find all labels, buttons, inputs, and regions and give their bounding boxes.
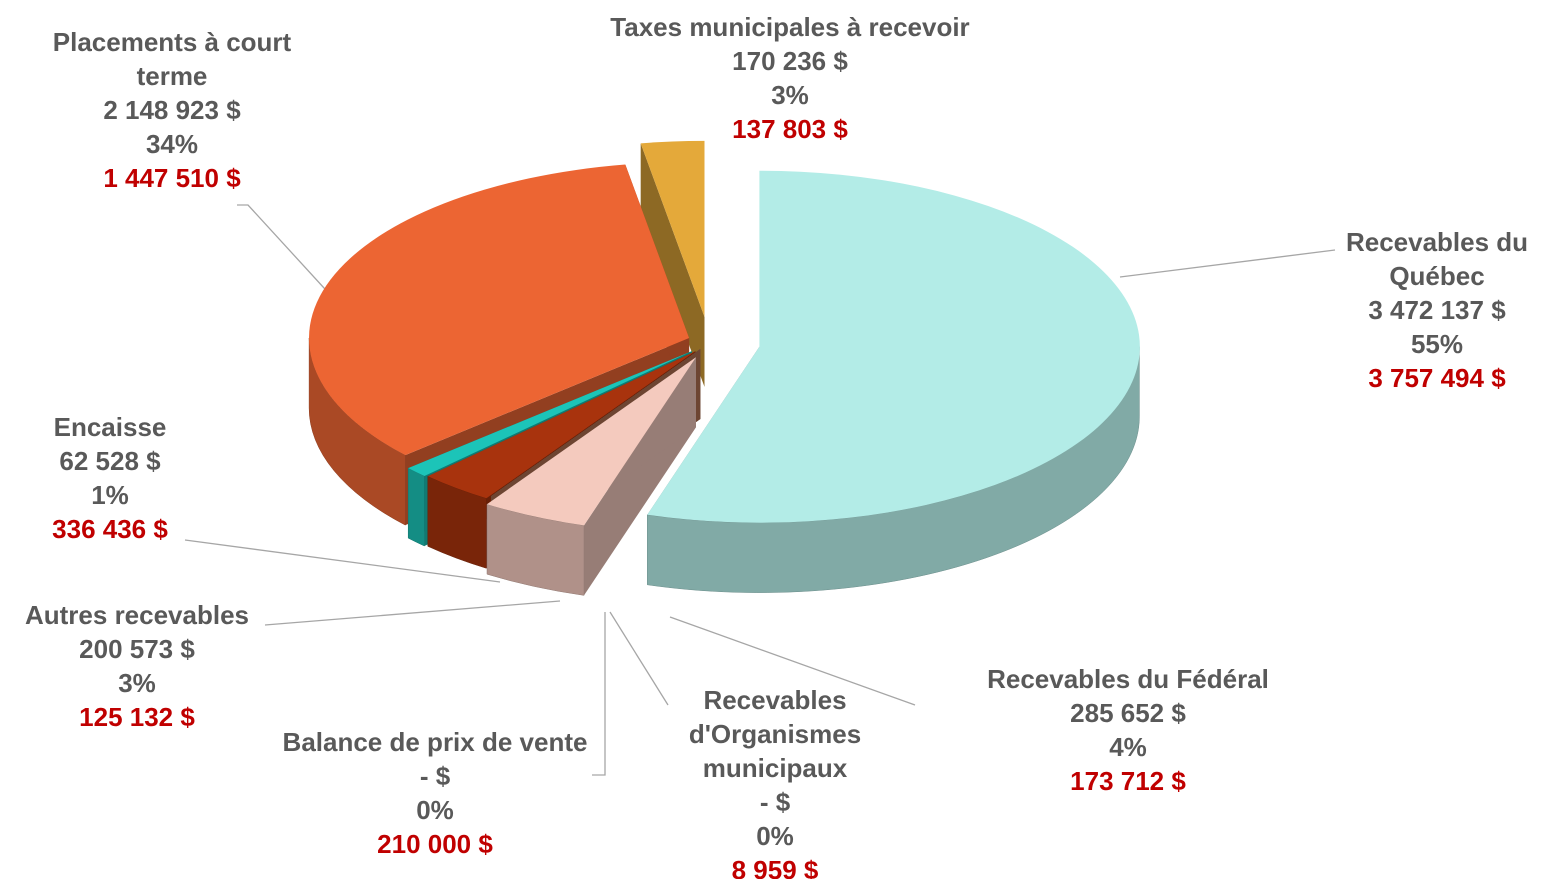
leader-line	[264, 600, 561, 626]
category-name: Recevables du Québec	[1345, 227, 1529, 291]
category-name: Recevables du Fédéral	[987, 664, 1269, 694]
prior-value-label: 173 712 $	[1070, 766, 1186, 796]
leader-line	[184, 539, 501, 583]
prior-value-label: 125 132 $	[79, 702, 195, 732]
category-name: Taxes municipales à recevoir	[610, 12, 970, 42]
value-label: 62 528 $	[59, 446, 161, 476]
value-label: 2 148 923 $	[103, 95, 241, 125]
leader-line	[669, 616, 916, 706]
slice-label: Encaisse 62 528 $ 1% 336 436 $	[10, 410, 210, 546]
percent-label: 1%	[91, 480, 129, 510]
slice-label: Recevables du Québec 3 472 137 $ 55% 3 757 …	[1327, 225, 1542, 395]
value-label: 285 652 $	[1070, 698, 1186, 728]
slice-label: Taxes municipales à recevoir 170 236 $ 3% 1…	[560, 10, 1020, 146]
value-label: - $	[419, 761, 451, 791]
category-name: Encaisse	[53, 412, 167, 442]
leader-line	[592, 612, 606, 776]
slice-label: Recevables d'Organismes municipaux - $ 0% 8…	[665, 683, 885, 879]
category-name: Autres recevables	[24, 600, 250, 630]
category-name: Balance de prix de vente	[282, 727, 588, 757]
slice	[487, 357, 696, 526]
value-label: 200 573 $	[79, 634, 195, 664]
percent-label: 3%	[118, 668, 156, 698]
value-label: - $	[759, 787, 791, 817]
leader-line	[609, 611, 669, 706]
percent-label: 0%	[416, 795, 454, 825]
slice-label: Autres recevables 200 573 $ 3% 125 132 $	[0, 598, 277, 734]
slice-wall	[407, 467, 425, 547]
slice	[408, 351, 692, 476]
prior-value-label: 137 803 $	[732, 114, 848, 144]
prior-value-label: 336 436 $	[52, 514, 168, 544]
slice-side	[640, 143, 705, 387]
percent-label: 34%	[145, 129, 199, 159]
slice	[640, 140, 705, 317]
slice	[427, 351, 696, 499]
prior-value-label: 1 447 510 $	[103, 163, 241, 193]
category-name: Recevables d'Organismes municipaux	[688, 685, 862, 783]
slice-label: Recevables du Fédéral 285 652 $ 4% 173 712 …	[948, 662, 1308, 798]
prior-value-label: 210 000 $	[377, 829, 493, 859]
slice-label: Placements à court terme 2 148 923 $ 34% 1 …	[22, 25, 322, 195]
percent-label: 0%	[756, 821, 794, 851]
value-label: 3 472 137 $	[1368, 295, 1506, 325]
percent-label: 4%	[1109, 732, 1147, 762]
leader-line	[237, 204, 336, 301]
slice-tops	[309, 140, 1140, 526]
prior-value-label: 8 959 $	[731, 855, 819, 879]
category-name: Placements à court terme	[52, 27, 292, 91]
percent-label: 3%	[771, 80, 809, 110]
slice	[309, 164, 690, 456]
leader-lines	[184, 204, 1336, 776]
percent-label: 55%	[1410, 329, 1464, 359]
prior-value-label: 3 757 494 $	[1368, 363, 1506, 393]
slice	[491, 349, 701, 496]
slice	[647, 170, 1140, 523]
slice-label: Balance de prix de vente - $ 0% 210 000 $	[245, 725, 625, 861]
leader-line	[1119, 249, 1336, 278]
value-label: 170 236 $	[732, 46, 848, 76]
